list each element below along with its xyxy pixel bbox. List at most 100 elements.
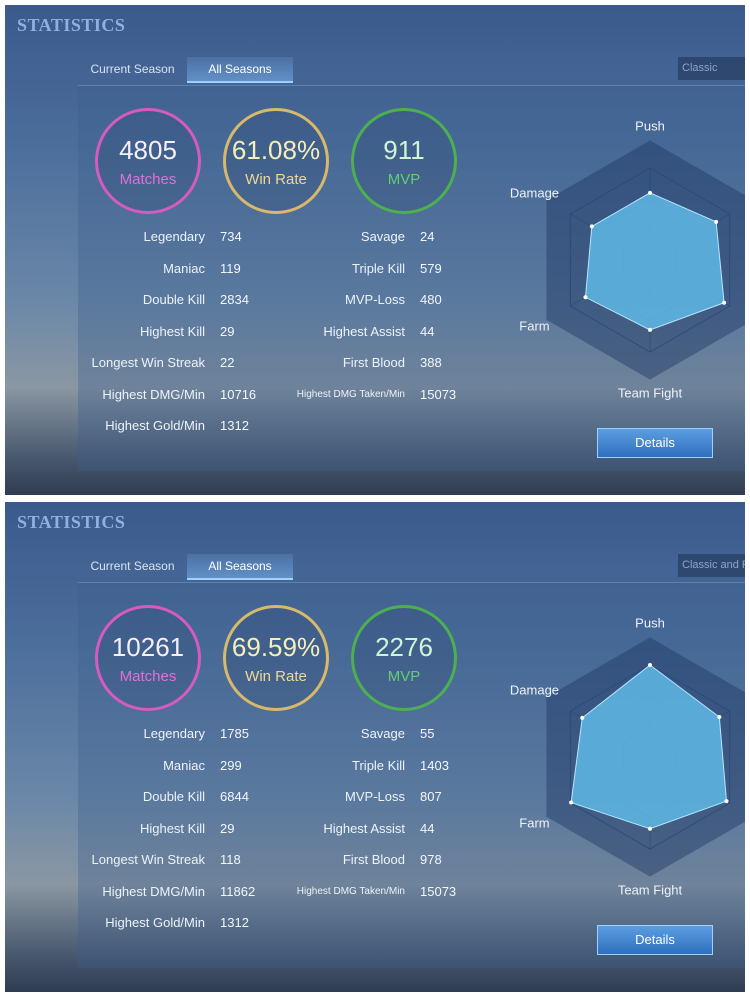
circle-label: Win Rate [245, 171, 307, 188]
radar-axis-label: Damage [510, 185, 559, 200]
stat-label: First Blood [342, 852, 405, 867]
stat-circle: 2276 MVP [351, 605, 457, 711]
stats-panel: STATISTICS Current Season All Seasons Class… [5, 5, 745, 495]
stat-value: 15073 [420, 386, 457, 402]
stat-value: 2834 [220, 292, 249, 307]
details-button[interactable]: Details [597, 925, 713, 955]
stats-panel: STATISTICS Current Season All Seasons Class… [5, 502, 745, 992]
circle-label: Win Rate [245, 668, 307, 685]
title: STATISTICS [17, 512, 126, 532]
stat-value: 44 [420, 820, 435, 836]
stat-value: 480 [420, 292, 442, 307]
stat-value: 11862 [220, 883, 256, 899]
stat-value: 119 [220, 260, 241, 276]
season-tab[interactable]: Current Season [90, 559, 175, 573]
stat-label: Highest Kill [139, 323, 205, 339]
radar-point [722, 300, 727, 305]
stat-label: First Blood [342, 355, 405, 370]
stat-value: 579 [420, 260, 442, 276]
stat-value: 24 [420, 229, 435, 244]
radar-point [648, 327, 652, 332]
circle-label: Matches [119, 668, 177, 685]
radar-point [648, 826, 652, 831]
radar-axis-label: Push [635, 119, 665, 134]
stat-label: Maniac [163, 757, 205, 773]
stat-label: MVP-Loss [345, 292, 405, 307]
stat-value: 1403 [420, 757, 449, 773]
radar-point [717, 714, 722, 719]
stat-label: Highest DMG Taken/Min [296, 388, 405, 400]
radar-axis-label: Farm [519, 319, 549, 334]
stat-value: 388 [420, 355, 442, 370]
stat-label: Triple Kill [352, 757, 405, 773]
circle-value: 4805 [119, 135, 177, 165]
stat-value: 1312 [220, 915, 249, 930]
radar-chart: Push Team Fight Farm Damage [510, 616, 745, 897]
stat-circle: 69.59% Win Rate [223, 605, 329, 711]
stat-value: 15073 [420, 883, 457, 899]
mode-select[interactable]: Classic and R [678, 554, 745, 577]
stat-value: 22 [220, 355, 235, 370]
stat-label: Highest DMG/Min [102, 883, 205, 899]
stat-circle: 61.08% Win Rate [223, 108, 329, 214]
radar-axis-label: Team Fight [618, 385, 683, 400]
title: STATISTICS [17, 15, 126, 35]
stat-circle: 911 MVP [351, 108, 457, 214]
stat-value: 807 [420, 789, 442, 804]
radar-axis-label: Farm [519, 816, 549, 831]
stat-label: Highest Kill [139, 820, 205, 836]
radar-point [589, 224, 594, 229]
stat-value: 6844 [220, 789, 249, 804]
radar-axis-label: Team Fight [618, 882, 683, 897]
stat-value: 29 [220, 323, 235, 339]
circle-value: 2276 [375, 632, 433, 662]
stat-label: Highest DMG/Min [102, 386, 205, 402]
circle-label: Matches [119, 171, 177, 188]
stat-value: 118 [220, 852, 241, 867]
stat-label: Maniac [163, 260, 205, 276]
radar-point [724, 799, 729, 804]
radar-point [648, 663, 652, 667]
season-tab[interactable]: All Seasons [187, 57, 293, 83]
radar-axis-label: Push [635, 616, 665, 631]
stat-value: 10716 [220, 386, 257, 402]
stat-label: Highest Assist [323, 820, 405, 836]
stat-value: 55 [420, 726, 435, 741]
radar-point [569, 800, 574, 805]
radar-axis-label: Damage [510, 682, 559, 697]
stat-label: Savage [360, 726, 405, 741]
stat-label: Longest Win Streak [91, 355, 205, 370]
radar-point [648, 190, 652, 195]
stat-value: 978 [420, 852, 442, 867]
stat-value: 299 [220, 757, 242, 773]
mode-select[interactable]: Classic [678, 57, 745, 80]
stat-value: 29 [220, 820, 235, 836]
stat-circle: 10261 Matches [95, 605, 201, 711]
circle-value: 61.08% [231, 135, 321, 165]
season-tab[interactable]: All Seasons [187, 554, 293, 580]
radar-point [583, 295, 588, 300]
stat-label: Savage [360, 229, 405, 244]
stat-label: Highest Gold/Min [105, 418, 205, 433]
stat-label: Highest Gold/Min [105, 915, 205, 930]
stat-label: Legendary [143, 229, 205, 244]
stat-label: MVP-Loss [345, 789, 405, 804]
stat-label: Triple Kill [352, 260, 405, 276]
stat-label: Double Kill [142, 292, 205, 307]
season-tab[interactable]: Current Season [90, 62, 175, 76]
details-button[interactable]: Details [597, 428, 713, 458]
stat-label: Highest Assist [323, 323, 405, 339]
circle-value: 69.59% [231, 632, 321, 662]
radar-chart: Push Team Fight Farm Damage [510, 119, 745, 400]
stat-label: Legendary [143, 726, 205, 741]
circle-value: 911 [383, 135, 425, 165]
stat-value: 1785 [220, 726, 249, 741]
stat-label: Highest DMG Taken/Min [296, 885, 405, 897]
radar-point [714, 219, 719, 224]
stat-label: Double Kill [142, 789, 205, 804]
circle-label: MVP [387, 668, 421, 685]
radar-point [580, 715, 585, 720]
stat-value: 44 [420, 323, 435, 339]
stat-label: Longest Win Streak [91, 852, 205, 867]
